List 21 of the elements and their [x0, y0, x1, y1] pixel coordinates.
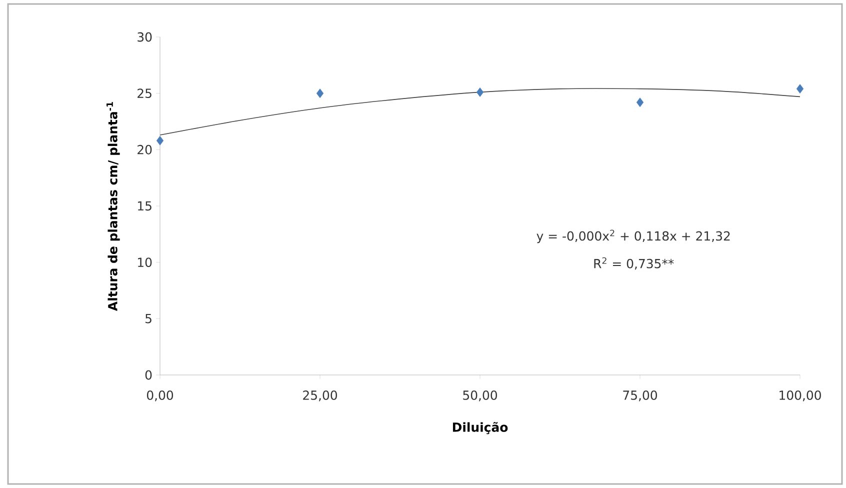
y-tick-label: 15: [138, 201, 152, 211]
y-tick-label: 20: [138, 144, 152, 154]
y-tick-label: 25: [138, 88, 152, 98]
y-tick-label: 30: [138, 32, 152, 42]
x-tick-label: 50,00: [463, 390, 497, 402]
annotation: R$^{2}$ = 0,735**: [594, 257, 674, 270]
annotation: y = -0,000x$^{2}$ + 0,118x + 21,32: [536, 230, 730, 244]
point: [316, 88, 324, 98]
y-axis-title: Altura de plantas cm/ planta$^{-1}$: [106, 102, 120, 311]
point: [156, 136, 164, 146]
x-tick-label: 0,00: [146, 390, 174, 402]
point: [636, 98, 644, 108]
x-tick-label: 25,00: [303, 390, 337, 402]
y-tick-label: 10: [138, 258, 152, 268]
point: [476, 87, 484, 97]
point: [796, 84, 804, 94]
x-axis-title: Diluição: [452, 422, 508, 434]
y-tick-label: 5: [146, 314, 152, 324]
x-tick-label: 100,00: [780, 390, 821, 402]
x-tick-label: 75,00: [623, 390, 657, 402]
y-tick-label: 0: [145, 370, 152, 380]
